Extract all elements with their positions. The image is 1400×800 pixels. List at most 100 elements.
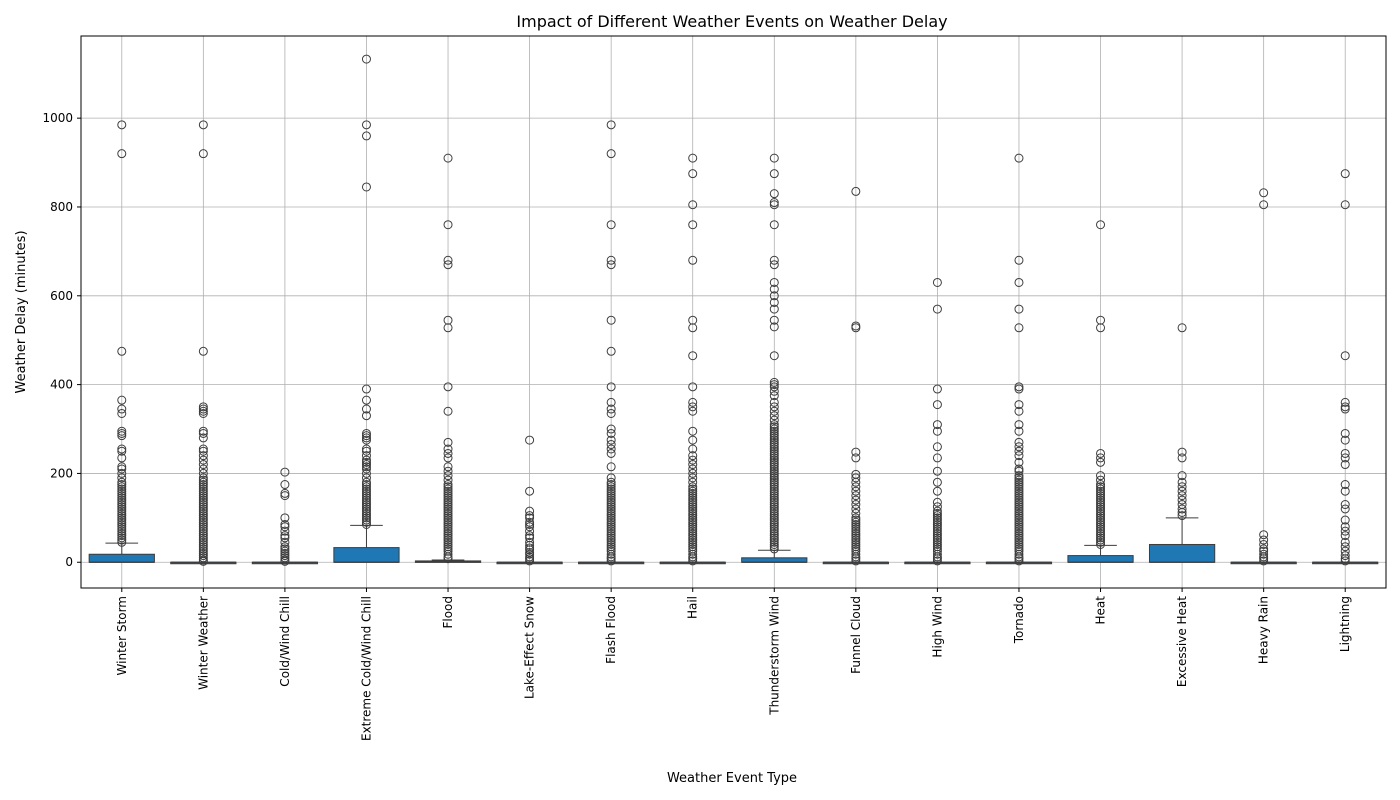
outlier-point	[606, 493, 616, 503]
outlier-point	[851, 537, 861, 547]
outlier-point	[769, 446, 779, 456]
outlier-point	[1014, 519, 1024, 529]
outlier-point	[769, 284, 779, 294]
box-group	[741, 153, 808, 563]
outlier-point	[1096, 508, 1106, 518]
outlier-point	[361, 446, 371, 456]
outlier-point	[443, 517, 453, 527]
outlier-point	[1014, 451, 1024, 461]
outlier-point	[769, 153, 779, 163]
outlier-point	[688, 511, 698, 521]
outlier-point	[361, 404, 371, 414]
outlier-point	[525, 547, 535, 557]
outlier-point	[606, 495, 616, 505]
outlier-point	[769, 468, 779, 478]
outlier-point	[769, 515, 779, 525]
outlier-point	[117, 480, 127, 490]
outlier-point	[1096, 500, 1106, 510]
outlier-point	[606, 484, 616, 494]
outlier-point	[117, 426, 127, 436]
outlier-point	[606, 491, 616, 501]
outlier-point	[1014, 504, 1024, 514]
outlier-point	[117, 486, 127, 496]
outlier-point	[688, 460, 698, 470]
outlier-point	[769, 453, 779, 463]
outlier-point	[1096, 526, 1106, 536]
outlier-point	[769, 526, 779, 536]
outlier-point	[198, 402, 208, 412]
box-group	[414, 153, 482, 564]
outlier-point	[361, 411, 371, 421]
outlier-point	[769, 420, 779, 430]
outlier-point	[769, 477, 779, 487]
outlier-point	[1096, 515, 1106, 525]
x-tick-label: Excessive Heat	[1175, 596, 1189, 687]
outlier-point	[117, 497, 127, 507]
outlier-point	[198, 533, 208, 543]
outlier-point	[606, 315, 616, 325]
outlier-point	[606, 428, 616, 438]
outlier-point	[198, 488, 208, 498]
outlier-point	[361, 384, 371, 394]
outlier-point	[1340, 200, 1350, 210]
outlier-point	[688, 200, 698, 210]
outlier-point	[688, 546, 698, 556]
outlier-point	[280, 555, 290, 565]
outlier-point	[117, 408, 127, 418]
outlier-point	[1177, 453, 1187, 463]
outlier-point	[851, 519, 861, 529]
outlier-point	[443, 502, 453, 512]
outlier-point	[1014, 533, 1024, 543]
outlier-point	[525, 533, 535, 543]
outlier-point	[1096, 484, 1106, 494]
outlier-point	[688, 220, 698, 230]
outlier-point	[117, 528, 127, 538]
outlier-point	[1014, 524, 1024, 534]
outlier-point	[688, 255, 698, 265]
outlier-point	[769, 528, 779, 538]
outlier-point	[932, 533, 942, 543]
outlier-point	[688, 444, 698, 454]
outlier-point	[443, 513, 453, 523]
outlier-point	[769, 464, 779, 474]
outlier-point	[443, 482, 453, 492]
box-group	[88, 120, 155, 563]
outlier-point	[443, 544, 453, 554]
outlier-point	[443, 484, 453, 494]
outlier-point	[851, 515, 861, 525]
outlier-point	[606, 524, 616, 534]
outlier-point	[688, 515, 698, 525]
outlier-point	[1096, 315, 1106, 325]
outlier-point	[769, 497, 779, 507]
outlier-point	[1014, 531, 1024, 541]
x-tick-label: Winter Storm	[115, 596, 129, 675]
outlier-point	[769, 491, 779, 501]
outlier-point	[769, 504, 779, 514]
outlier-point	[688, 544, 698, 554]
outlier-point	[606, 480, 616, 490]
outlier-point	[443, 471, 453, 481]
outlier-point	[1340, 404, 1350, 414]
outlier-point	[361, 435, 371, 445]
outlier-point	[1014, 546, 1024, 556]
outlier-point	[851, 526, 861, 536]
outlier-point	[932, 528, 942, 538]
outlier-point	[361, 502, 371, 512]
outlier-point	[1014, 488, 1024, 498]
outlier-point	[1014, 457, 1024, 467]
outlier-point	[1014, 528, 1024, 538]
outlier-point	[769, 402, 779, 412]
outlier-point	[606, 535, 616, 545]
outlier-point	[1014, 497, 1024, 507]
outlier-point	[361, 473, 371, 483]
outlier-point	[117, 522, 127, 532]
outlier-point	[606, 528, 616, 538]
box-group	[985, 153, 1053, 566]
outlier-point	[769, 495, 779, 505]
outlier-point	[769, 537, 779, 547]
box-group	[333, 54, 400, 563]
outlier-point	[198, 502, 208, 512]
outlier-point	[932, 546, 942, 556]
outlier-point	[1177, 482, 1187, 492]
outlier-point	[117, 533, 127, 543]
